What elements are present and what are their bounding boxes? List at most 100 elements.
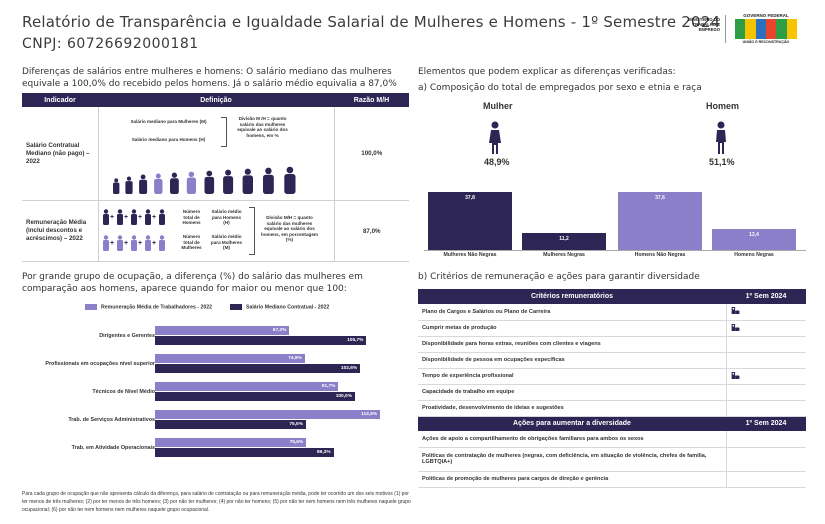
- composition-bar: [522, 232, 606, 250]
- table-row: Capacidade de trabalho em equipe: [418, 384, 806, 401]
- plus-icon: +: [152, 240, 156, 247]
- composition-bar: [712, 229, 796, 250]
- ratio-value: 100,0%: [334, 107, 409, 201]
- indicator-name: Salário Contratual Mediano (não pago) – …: [22, 107, 98, 201]
- bar-remuneracao-media: [155, 354, 305, 363]
- def-label: Salário mediano para Homens (H): [131, 137, 206, 142]
- table-row: Disponibilidade de pessoa em ocupações e…: [418, 352, 806, 369]
- table-row: Cumprir metas de produção: [418, 320, 806, 337]
- table-row: Plano de Cargos e Salários ou Plano de C…: [418, 304, 806, 321]
- bar-value-label: 100,0%: [335, 394, 352, 399]
- person-icon: [102, 235, 109, 251]
- criterion-status: [725, 431, 806, 448]
- category-label: Dirigentes e Gerentes: [99, 333, 155, 339]
- table-row: Políticas de promoção de mulheres para c…: [418, 471, 806, 488]
- person-icon: [153, 173, 162, 194]
- bar-remuneracao-media: [155, 438, 307, 447]
- ministerio-logo: MINISTÉRIO DO TRABALHO E EMPREGO: [688, 17, 720, 33]
- category-label: Homens Não Negras: [634, 252, 686, 258]
- cnpj: CNPJ: 60726692000181: [22, 36, 199, 52]
- def-label: Divisão M/H = quanto salário das mulhere…: [261, 215, 318, 243]
- bar-value-label: 112,6%: [361, 412, 378, 417]
- mulher-percent: 48,9%: [484, 157, 510, 167]
- criterion-status: [725, 352, 806, 369]
- person-icon: [130, 209, 137, 225]
- report-title: Relatório de Transparência e Igualdade S…: [22, 13, 721, 31]
- criterion-status: [725, 320, 806, 337]
- people-icons: [112, 166, 295, 194]
- plus-icon: +: [124, 240, 128, 247]
- criteria-table: Critérios remuneratórios 1º Sem 2024 Pla…: [418, 289, 806, 488]
- bar-salario-mediano: [155, 420, 306, 429]
- legend-label: Salário Mediano Contratual - 2022: [246, 304, 330, 311]
- composition-bar: [428, 192, 512, 250]
- checkmark-icon: [731, 323, 739, 331]
- criterion-status: [725, 447, 806, 472]
- table-row: Ações de apoio a compartilhamento de obr…: [418, 431, 806, 448]
- bar-remuneracao-media: [155, 382, 339, 391]
- person-icon: [158, 235, 165, 251]
- table-row: Disponibilidade para horas extras, reuni…: [418, 336, 806, 353]
- criterion-label: Políticas de contratação de mulheres (ne…: [418, 447, 726, 472]
- person-icon: [204, 170, 214, 194]
- indicator-name: Remuneração Média (inclui descontos e ac…: [22, 200, 98, 262]
- person-icon: [144, 209, 151, 225]
- def-label: Salário médio para Mulheres (M): [210, 234, 243, 251]
- def-label: Número total de Mulheres: [181, 234, 202, 251]
- person-icon: [130, 235, 137, 251]
- category-label: Mulheres Não Negras: [443, 252, 497, 258]
- mulher-label: Mulher: [483, 101, 513, 111]
- chart-legend: Remuneração Média de Trabalhadores - 202…: [85, 304, 329, 310]
- table-row: Salário Contratual Mediano (não pago) – …: [22, 107, 409, 201]
- person-icon: [102, 209, 109, 225]
- bar-salario-mediano: [155, 364, 361, 373]
- bar-value-label: 37,8: [465, 195, 475, 201]
- category-label: Mulheres Negras: [543, 252, 585, 258]
- criterion-label: Ações de apoio a compartilhamento de obr…: [418, 431, 726, 448]
- table-row: Proatividade, desenvolvimento de ideias …: [418, 400, 806, 417]
- criterion-label: Cumprir metas de produção: [418, 320, 726, 337]
- actions-period: 1º Sem 2024: [726, 416, 806, 431]
- person-icon: [283, 166, 295, 194]
- bar-value-label: 102,6%: [340, 366, 358, 371]
- composition-subtitle: a) Composição do total de empregados por…: [418, 83, 702, 93]
- table-row: Tempo de experiência profissional: [418, 368, 806, 385]
- homem-label: Homem: [706, 101, 740, 111]
- ratio-value: 87,0%: [334, 200, 409, 262]
- bar-value-label: 105,7%: [347, 338, 364, 343]
- people-icons: + + + + + + + +: [102, 209, 165, 251]
- person-icon: [169, 172, 179, 194]
- governo-federal-logo: GOVERNO FEDERAL UNIÃO E RECONSTRUÇÃO: [735, 13, 797, 44]
- right-heading: Elementos que podem explicar as diferenç…: [418, 67, 676, 77]
- checkmark-icon: [731, 307, 739, 315]
- governo-federal-label: GOVERNO FEDERAL: [743, 13, 789, 18]
- criterion-label: Disponibilidade de pessoa em ocupações e…: [418, 352, 726, 369]
- criterion-status: [725, 471, 806, 488]
- category-label: Trab. em Atividade Operacionais: [71, 445, 155, 451]
- bar-salario-mediano: [155, 448, 334, 457]
- category-label: Trab. de Serviços Administrativos: [68, 417, 155, 423]
- legend-label: Remuneração Média de Trabalhadores - 202…: [101, 304, 212, 311]
- person-icon: [116, 235, 123, 251]
- def-label: Salário mediano para Mulheres (M): [130, 119, 207, 124]
- plus-icon: +: [124, 214, 128, 221]
- man-icon: [716, 121, 726, 154]
- table-row: Políticas de contratação de mulheres (ne…: [418, 447, 806, 472]
- col-definicao: Definição: [98, 93, 334, 107]
- legend-item: Salário Mediano Contratual - 2022: [230, 304, 329, 310]
- criterion-status: [725, 384, 806, 401]
- bar-salario-mediano: [155, 336, 367, 345]
- criterion-status: [725, 304, 806, 321]
- person-icon: [222, 169, 233, 194]
- indicator-table: Indicador Definição Razão M/H Salário Co…: [22, 93, 409, 262]
- brasil-logo-icon: [735, 19, 797, 39]
- plus-icon: +: [138, 214, 142, 221]
- def-label: Salário médio para Homens (H): [211, 209, 242, 226]
- category-label: Profissionais em ocupações nível superio…: [45, 361, 155, 367]
- criterion-status: [725, 368, 806, 385]
- def-label: Divisão M /H = quanto salário das mulher…: [237, 116, 288, 138]
- definition-diagram: + + + + + + + + Número total de Homens Salário …: [99, 201, 334, 261]
- person-icon: [112, 178, 119, 194]
- person-icon: [158, 209, 165, 225]
- bar-remuneracao-media: [155, 410, 381, 419]
